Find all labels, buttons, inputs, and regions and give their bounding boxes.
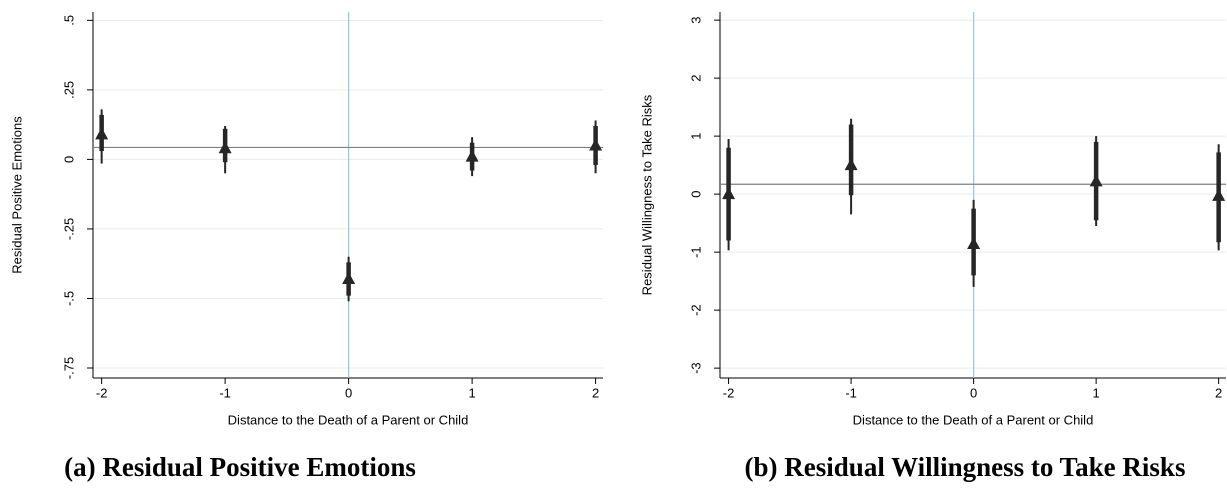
point-estimate [342,271,356,284]
y-axis-title: Residual Willingness to Take Risks [639,94,654,295]
y-tick-label: 0 [688,191,703,198]
y-tick-label: 0 [61,156,76,163]
y-tick-label: -.5 [61,291,76,306]
point-estimate [844,158,858,171]
x-tick-label: 1 [1093,385,1100,400]
x-tick-label: 2 [592,385,599,400]
x-axis-title: Distance to the Death of a Parent or Chi… [228,412,469,427]
point-estimate [722,187,736,200]
y-tick-label: -2 [688,304,703,316]
y-tick-label: -.75 [61,357,76,379]
x-tick-label: -1 [219,385,231,400]
x-tick-label: -2 [96,385,108,400]
y-tick-label: .25 [61,81,76,99]
caption: (a) Residual Positive Emotions [64,452,416,482]
point-estimate [589,138,603,151]
x-tick-label: -1 [845,385,857,400]
x-tick-label: 0 [970,385,977,400]
x-tick-label: 2 [1215,385,1222,400]
x-tick-label: -2 [723,385,735,400]
x-axis-title: Distance to the Death of a Parent or Chi… [853,412,1094,427]
y-tick-label: .5 [61,15,76,26]
x-tick-label: 0 [345,385,352,400]
y-tick-label: 3 [688,17,703,24]
point-estimate [218,141,232,154]
y-tick-label: 2 [688,75,703,82]
y-tick-label: -.25 [61,218,76,240]
y-tick-label: 1 [688,133,703,140]
x-tick-label: 1 [468,385,475,400]
point-estimate [465,149,479,162]
point-estimate [1089,174,1103,187]
point-estimate [967,237,981,250]
point-estimate [95,127,109,140]
y-tick-label: -3 [688,362,703,374]
y-axis-title: Residual Positive Emotions [9,116,24,274]
point-estimate [1212,188,1226,201]
caption: (b) Residual Willingness to Take Risks [745,452,1186,482]
y-tick-label: -1 [688,246,703,258]
